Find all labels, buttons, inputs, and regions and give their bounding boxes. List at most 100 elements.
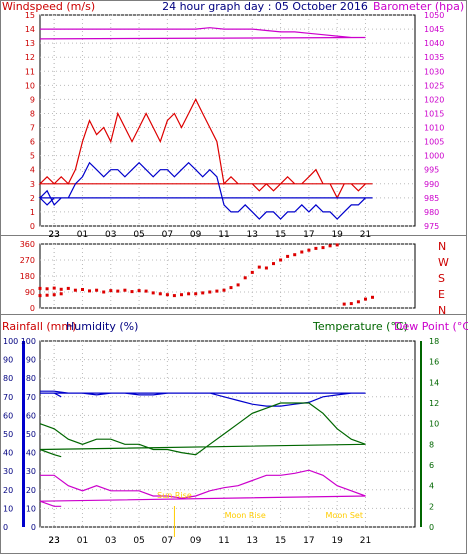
rainfall-axis-label: Rainfall (mm) (2, 320, 76, 333)
temperature-tick-label: 18 (429, 337, 439, 346)
y-right-tick-label: 990 (424, 180, 439, 189)
humidity-x-tick-label: 21 (360, 536, 371, 546)
y-tick-label: 9 (30, 95, 35, 104)
direction-point (45, 287, 49, 291)
x-tick-label: 19 (331, 230, 343, 240)
direction-tick-label: 360 (20, 240, 35, 249)
x-tick-label: 15 (275, 230, 286, 240)
direction-point (371, 295, 374, 299)
humidity-tick-label: 100 (21, 337, 36, 346)
direction-point (66, 286, 70, 290)
y-right-tick-label: 1020 (424, 95, 444, 104)
direction-point (356, 300, 360, 304)
humidity-tick-label: 60 (26, 411, 36, 420)
direction-point (187, 292, 191, 296)
direction-point (81, 288, 84, 291)
direction-point (328, 244, 332, 248)
direction-point (144, 289, 148, 293)
humidity-tick-label: 70 (26, 393, 36, 402)
rain-tick-label: 100 (3, 337, 18, 346)
rain-tick-label: 80 (3, 374, 13, 383)
humidity-tick-label: 80 (26, 374, 36, 383)
temperature-tick-label: 16 (429, 358, 439, 367)
y-tick-label: 3 (30, 180, 35, 189)
direction-point (293, 253, 297, 257)
rain-tick-label: 0 (3, 523, 8, 532)
series-line-humidity (40, 390, 366, 407)
direction-point (222, 288, 226, 292)
y-tick-label: 11 (25, 67, 35, 76)
windspeed-axis-label: Windspeed (m/s) (2, 0, 95, 13)
series-line-average (38, 161, 373, 220)
divider-1 (1, 235, 467, 236)
x-tick-label: 05 (133, 230, 144, 240)
direction-point (95, 288, 99, 292)
y-right-tick-label: 1030 (424, 67, 444, 76)
y-tick-label: 4 (30, 166, 35, 175)
astro-annotation: Sun Rise (157, 491, 192, 500)
direction-tick-label: 90 (25, 288, 35, 297)
y-tick-label: 6 (30, 138, 35, 147)
direction-point (321, 246, 325, 250)
direction-point (236, 283, 240, 287)
humidity-x-tick-label: 23 (48, 536, 59, 546)
direction-point (130, 290, 134, 294)
direction-point (194, 292, 198, 296)
x-tick-label: 13 (247, 230, 258, 240)
y-right-tick-label: 1050 (424, 11, 444, 20)
rain-axis-bar (22, 341, 25, 527)
humidity-tick-label: 0 (31, 523, 36, 532)
x-tick-label: 11 (218, 230, 229, 240)
direction-point (52, 286, 56, 290)
humidity-tick-label: 40 (26, 449, 36, 458)
direction-point (272, 262, 275, 266)
temperature-tick-label: 2 (429, 502, 434, 511)
temperature-tick-label: 12 (429, 399, 439, 408)
compass-label: W (438, 256, 449, 269)
direction-point (59, 292, 63, 296)
series-line-barometer (39, 27, 366, 40)
direction-point (300, 250, 304, 254)
direction-point (102, 290, 106, 294)
chart-marks: 23 01 03 05 07 09 11 13 15 17 19 212301234567891011… (3, 11, 449, 546)
compass-label: E (438, 288, 445, 301)
direction-point (215, 289, 219, 293)
direction-tick-label: 0 (30, 304, 35, 313)
x-tick-label: 09 (190, 230, 202, 240)
x-tick-label: 21 (360, 230, 371, 240)
compass-label: S (438, 272, 445, 285)
plot-frame (39, 14, 416, 227)
y-tick-label: 15 (25, 11, 35, 20)
rain-tick-label: 20 (3, 486, 13, 495)
y-tick-label: 13 (25, 39, 35, 48)
direction-point (229, 286, 233, 290)
divider-2 (1, 314, 467, 315)
rain-tick-label: 90 (3, 356, 13, 365)
y-right-tick-label: 1015 (424, 109, 444, 118)
x-tick-label: 01 (77, 230, 88, 240)
humidity-x-tick-label: 19 (331, 536, 343, 546)
direction-point (180, 293, 183, 297)
rain-tick-label: 50 (3, 430, 13, 439)
y-right-tick-label: 985 (424, 194, 439, 203)
direction-tick-label: 270 (20, 256, 35, 265)
y-right-tick-label: 1035 (424, 53, 444, 62)
direction-point (165, 293, 169, 297)
series-line-temperature (39, 402, 366, 458)
direction-point (137, 289, 141, 293)
y-right-tick-label: 995 (424, 166, 439, 175)
temp-axis-bar (420, 341, 422, 527)
astro-annotation: Moon Set (326, 511, 363, 520)
temperature-tick-label: 8 (429, 440, 434, 449)
direction-point (123, 288, 127, 292)
y-tick-label: 5 (30, 152, 35, 161)
direction-point (38, 286, 42, 290)
direction-point (264, 266, 268, 270)
temperature-tick-label: 10 (429, 420, 439, 429)
direction-point (314, 246, 318, 250)
y-right-tick-label: 1040 (424, 39, 444, 48)
y-right-tick-label: 1045 (424, 25, 444, 34)
temperature-axis-label: Temperature (°C) (312, 320, 408, 333)
